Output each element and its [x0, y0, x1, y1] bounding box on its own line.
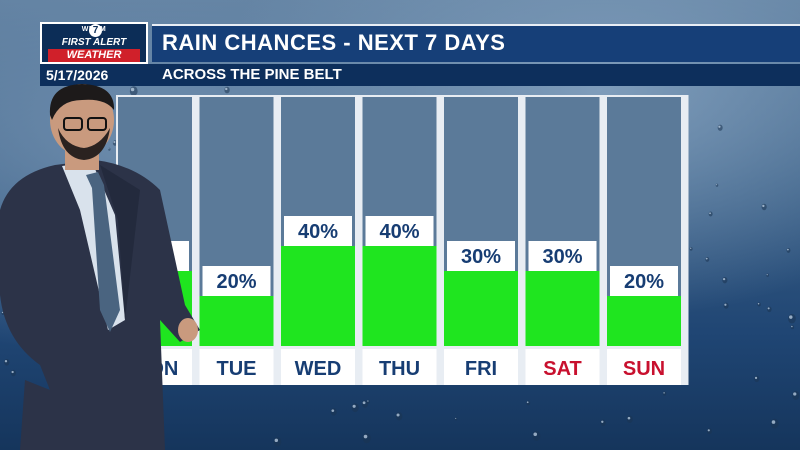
rain-drop-highlight — [766, 274, 768, 276]
station-logo: WDAM 7 FIRST ALERT WEATHER — [40, 22, 148, 64]
rain-drop-highlight — [274, 438, 279, 443]
rain-drop-highlight — [367, 400, 369, 402]
rain-drop-highlight — [716, 184, 718, 186]
presenter-lapel — [100, 165, 140, 320]
day-label: SUN — [623, 358, 665, 380]
day-label-box — [199, 349, 274, 385]
presenter-glasses-left — [63, 117, 83, 131]
day-label-box — [281, 349, 355, 385]
rain-drop-highlight — [363, 434, 368, 439]
rain-drop-highlight — [690, 247, 692, 249]
day-label-box — [362, 349, 437, 385]
rain-drop-highlight — [225, 87, 228, 91]
rain-chance-bar — [199, 296, 274, 346]
region-label: ACROSS THE PINE BELT — [162, 66, 342, 83]
value-label-box — [528, 241, 597, 271]
presenter-tie — [86, 172, 120, 332]
day-label: TUE — [217, 358, 257, 380]
rain-drop-highlight — [627, 416, 631, 420]
rain-drop-highlight — [113, 141, 116, 144]
day-label-box — [444, 349, 518, 385]
day-label: WED — [295, 358, 342, 380]
value-label: 40% — [379, 221, 419, 243]
rain-drop-highlight — [789, 315, 793, 319]
rain-drop-highlight — [705, 257, 708, 260]
date-label: 5/17/2026 — [46, 67, 109, 83]
rain-drop-highlight — [718, 125, 721, 128]
logo-first-alert-text: FIRST ALERT — [61, 37, 127, 48]
rain-drop-highlight — [108, 148, 110, 150]
value-label: 30% — [542, 246, 582, 268]
value-label-box — [365, 216, 434, 246]
rain-drop-highlight — [601, 420, 604, 423]
rain-drop-highlight — [396, 413, 400, 417]
day-label: SAT — [543, 358, 582, 380]
value-label: 30% — [461, 246, 501, 268]
day-label: THU — [379, 358, 420, 380]
rain-chance-bar — [444, 271, 518, 346]
value-label-box — [610, 266, 678, 296]
graphic-title: RAIN CHANCES - NEXT 7 DAYS — [152, 24, 800, 62]
rain-drop-highlight — [767, 307, 770, 310]
rain-drop-highlight — [526, 401, 529, 404]
rain-drop-highlight — [331, 409, 335, 413]
rain-drop-highlight — [455, 417, 457, 419]
value-label: 20% — [624, 271, 664, 293]
value-label-box — [447, 241, 515, 271]
rain-drop-highlight — [762, 204, 765, 208]
rain-drop-highlight — [352, 404, 356, 408]
rain-drop-highlight — [791, 325, 793, 328]
rain-chance-bar — [281, 246, 355, 346]
rain-drop-highlight — [130, 87, 135, 92]
rain-drop-highlight — [533, 432, 538, 437]
presenter-silhouette — [0, 84, 200, 450]
rain-drop-highlight — [754, 376, 758, 380]
day-label-box — [607, 349, 681, 385]
rain-chance-bar — [525, 271, 600, 346]
rain-drop-highlight — [707, 429, 710, 432]
rain-drop-highlight — [724, 303, 727, 306]
logo-weather-text: WEATHER — [48, 49, 140, 62]
rain-drop-highlight — [709, 212, 711, 215]
presenter-beard — [58, 128, 110, 160]
rain-chance-bar — [362, 246, 437, 346]
rain-drop-highlight — [757, 303, 760, 305]
rain-drop-highlight — [663, 392, 665, 394]
rain-drop-highlight — [722, 277, 726, 281]
value-label: 20% — [216, 271, 256, 293]
rain-drop-highlight — [4, 360, 8, 363]
value-label-box — [202, 266, 271, 296]
rain-chance-bar — [607, 296, 681, 346]
value-label-box — [284, 216, 352, 246]
presenter-glasses-right — [87, 117, 107, 131]
rain-drop-highlight — [787, 248, 789, 251]
value-label: 40% — [298, 221, 338, 243]
day-label: FRI — [465, 358, 497, 380]
rain-drop-highlight — [11, 370, 14, 374]
presenter-hair — [49, 84, 115, 120]
rain-drop-highlight — [1, 311, 4, 314]
rain-drop-highlight — [793, 392, 797, 396]
rain-drop-highlight — [771, 420, 776, 424]
logo-channel-badge: 7 — [89, 24, 102, 37]
day-label-box — [525, 349, 600, 385]
presenter-hand — [178, 318, 198, 342]
subtitle-bar: 5/17/2026 ACROSS THE PINE BELT — [40, 64, 800, 86]
rain-drop-highlight — [362, 401, 366, 405]
